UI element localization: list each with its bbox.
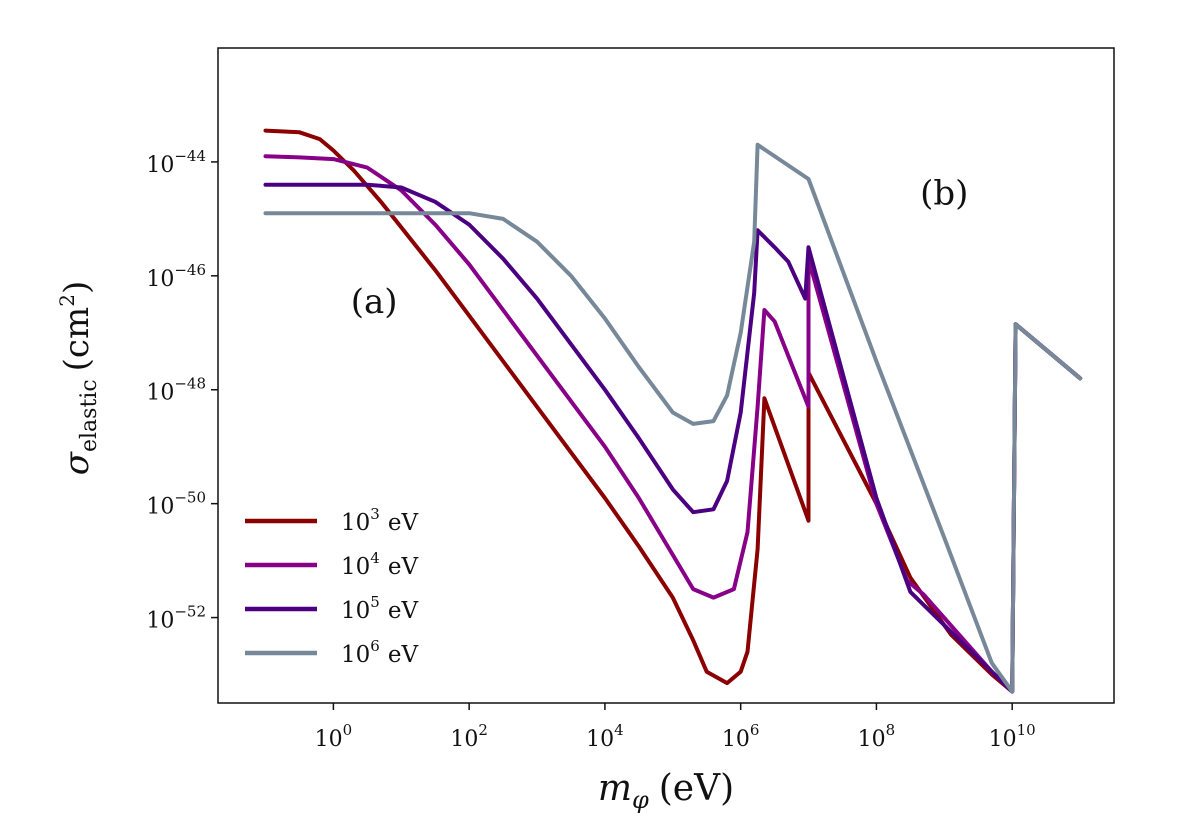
panel-label-a: (a) <box>351 282 398 322</box>
x-tick-label-base: 10 <box>858 727 886 752</box>
legend-label-base: 10 <box>341 642 370 668</box>
legend-label-unit: eV <box>388 642 419 668</box>
x-tick-label-exp: 6 <box>750 721 760 739</box>
x-tick-label-base: 10 <box>450 727 478 752</box>
y-tick-label-base: 10 <box>146 153 174 178</box>
y-tick-label-base: 10 <box>146 495 174 520</box>
annotations: (a) (b) <box>351 174 969 322</box>
legend-label-base: 10 <box>341 554 370 580</box>
legend-label-exp: 5 <box>370 593 380 611</box>
legend-label-base: 10 <box>341 510 370 536</box>
x-tick-label-exp: 10 <box>1017 721 1036 739</box>
y-tick-label-exp: −44 <box>174 147 206 165</box>
x-tick-label: 106 <box>722 721 760 752</box>
x-tick-label-base: 10 <box>989 727 1017 752</box>
x-tick-label: 102 <box>450 721 488 752</box>
y-tick-label-base: 10 <box>146 381 174 406</box>
legend-label-unit: eV <box>388 598 419 624</box>
x-axis-label: mφ (eV) <box>598 768 734 814</box>
x-tick-label: 104 <box>586 721 624 752</box>
plot-frame <box>217 47 1115 704</box>
y-tick-label-base: 10 <box>146 267 174 292</box>
y-axis-label-main: σ <box>57 451 97 475</box>
y-tick-label-exp: −50 <box>174 489 206 507</box>
x-axis-label-sub: φ <box>632 786 649 814</box>
y-tick-label: 10−46 <box>146 261 206 292</box>
x-axis-ticks: 100 102 104 106 108 1010 <box>315 703 1036 752</box>
y-tick-label-exp: −52 <box>174 603 206 621</box>
x-tick-label-exp: 0 <box>343 721 353 739</box>
y-tick-label: 10−50 <box>146 489 206 520</box>
legend-label-unit: eV <box>388 510 419 536</box>
x-tick-label: 1010 <box>989 721 1036 752</box>
x-axis-label-main: m <box>598 768 632 809</box>
y-axis-label-sub: elastic <box>77 379 102 452</box>
panel-label-b: (b) <box>920 174 968 214</box>
legend-label-base: 10 <box>341 598 370 624</box>
x-tick-label-base: 10 <box>586 727 614 752</box>
x-tick-label-exp: 2 <box>478 721 488 739</box>
x-tick-label-base: 10 <box>722 727 750 752</box>
y-tick-label-exp: −48 <box>174 375 206 393</box>
y-axis-label: σelastic (cm2) <box>55 281 102 475</box>
y-tick-label-exp: −46 <box>174 261 206 279</box>
series-line-6 <box>263 142 1083 694</box>
x-tick-label: 108 <box>858 721 896 752</box>
legend-label-4: 104 eV <box>341 549 418 580</box>
legend-label-3: 103 eV <box>341 505 418 536</box>
y-axis-label-unit-open: (cm <box>57 307 97 372</box>
x-tick-label: 100 <box>315 721 353 752</box>
legend-label-unit: eV <box>388 554 419 580</box>
legend-label-exp: 4 <box>370 549 380 567</box>
legend-label-exp: 3 <box>370 505 380 523</box>
x-axis-label-unit: (eV) <box>659 768 734 809</box>
legend-label-6: 106 eV <box>341 637 418 668</box>
series-layer <box>263 128 1083 694</box>
legend-label-exp: 6 <box>370 637 380 655</box>
x-tick-label-exp: 8 <box>886 721 896 739</box>
y-tick-label: 10−44 <box>146 147 206 178</box>
y-tick-label-base: 10 <box>146 609 174 634</box>
x-tick-label-base: 10 <box>315 727 343 752</box>
series-line-5 <box>263 182 1083 694</box>
x-tick-label-exp: 4 <box>614 721 624 739</box>
legend-label-5: 105 eV <box>341 593 418 624</box>
series-line-4 <box>263 154 1083 694</box>
y-axis-label-unit-close: ) <box>57 281 97 294</box>
y-tick-label: 10−48 <box>146 375 206 406</box>
y-tick-label: 10−52 <box>146 603 206 634</box>
y-axis-label-unit-sup: 2 <box>55 294 79 307</box>
